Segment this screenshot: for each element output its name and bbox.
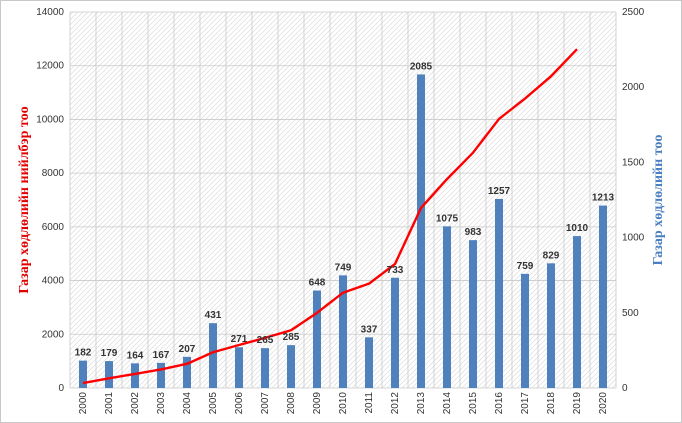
bar-2014 bbox=[443, 226, 451, 388]
bar-2009 bbox=[313, 290, 321, 388]
data-label-2008: 285 bbox=[283, 332, 300, 343]
bar-2018 bbox=[547, 263, 555, 388]
bar-2015 bbox=[469, 240, 477, 388]
bar-2019 bbox=[573, 236, 581, 388]
data-label-2006: 271 bbox=[231, 334, 248, 345]
left-tick-label: 0 bbox=[58, 383, 64, 394]
bar-2007 bbox=[261, 348, 269, 388]
x-tick-label: 2020 bbox=[598, 392, 609, 415]
x-tick-label: 2017 bbox=[520, 392, 531, 415]
x-tick-label: 2004 bbox=[182, 392, 193, 415]
right-tick-label: 500 bbox=[622, 308, 639, 319]
data-label-2016: 1257 bbox=[488, 186, 511, 197]
data-label-2014: 1075 bbox=[436, 213, 459, 224]
left-tick-label: 6000 bbox=[42, 222, 65, 233]
bar-2017 bbox=[521, 273, 529, 388]
bar-2016 bbox=[495, 198, 503, 388]
x-tick-label: 2006 bbox=[234, 392, 245, 415]
data-label-2001: 179 bbox=[101, 348, 118, 359]
data-label-2002: 164 bbox=[127, 350, 144, 361]
data-label-2015: 983 bbox=[465, 227, 482, 238]
right-tick-label: 1500 bbox=[622, 157, 645, 168]
data-label-2010: 749 bbox=[335, 262, 352, 273]
bar-2012 bbox=[391, 277, 399, 388]
x-tick-label: 2015 bbox=[468, 392, 479, 415]
data-label-2005: 431 bbox=[205, 310, 222, 321]
bar-2020 bbox=[599, 205, 607, 388]
bar-2010 bbox=[339, 275, 347, 388]
data-label-2003: 167 bbox=[153, 350, 170, 361]
right-tick-label: 2000 bbox=[622, 82, 645, 93]
x-tick-label: 2008 bbox=[286, 392, 297, 415]
data-label-2019: 1010 bbox=[566, 223, 589, 234]
x-tick-label: 2011 bbox=[364, 392, 375, 414]
right-tick-label: 1000 bbox=[622, 233, 645, 244]
bar-2002 bbox=[131, 363, 139, 388]
right-axis-ticks: 0 500 1000 1500 2000 2500 bbox=[622, 7, 645, 394]
data-label-2017: 759 bbox=[517, 261, 534, 272]
x-tick-label: 2014 bbox=[442, 392, 453, 415]
bar-2001 bbox=[105, 361, 113, 388]
data-label-2020: 1213 bbox=[592, 193, 615, 204]
x-tick-label: 2019 bbox=[572, 392, 583, 415]
left-axis-ticks: 0 2000 4000 6000 8000 10000 12000 14000 bbox=[36, 7, 64, 394]
left-tick-label: 8000 bbox=[42, 168, 65, 179]
data-label-2004: 207 bbox=[179, 344, 196, 355]
x-tick-label: 2010 bbox=[338, 392, 349, 415]
x-tick-label: 2016 bbox=[494, 392, 505, 415]
x-axis-ticks: 2000 2001 2002 2003 2004 2005 2006 2007 2008 2009… bbox=[78, 392, 609, 415]
data-label-2007: 265 bbox=[257, 335, 274, 346]
bar-2003 bbox=[157, 362, 165, 388]
bar-2013 bbox=[417, 74, 425, 388]
x-tick-label: 2000 bbox=[78, 392, 89, 415]
left-axis-label: Газар хөдлөлийн нийлбэр тоо bbox=[17, 106, 32, 293]
data-label-2012: 733 bbox=[387, 265, 404, 276]
x-tick-label: 2003 bbox=[156, 392, 167, 415]
left-tick-label: 4000 bbox=[42, 276, 65, 287]
bar-2004 bbox=[183, 356, 191, 388]
right-tick-label: 0 bbox=[622, 383, 628, 394]
data-label-2018: 829 bbox=[543, 250, 560, 261]
left-tick-label: 10000 bbox=[36, 114, 64, 125]
bar-series bbox=[79, 74, 607, 388]
x-tick-label: 2007 bbox=[260, 392, 271, 415]
x-tick-label: 2012 bbox=[390, 392, 401, 415]
data-label-2000: 182 bbox=[75, 348, 92, 359]
x-tick-label: 2013 bbox=[416, 392, 427, 415]
left-tick-label: 12000 bbox=[36, 61, 64, 72]
left-tick-label: 14000 bbox=[36, 7, 64, 18]
bar-2000 bbox=[79, 360, 87, 388]
bar-2005 bbox=[209, 323, 217, 388]
data-label-2009: 648 bbox=[309, 278, 326, 289]
x-tick-label: 2002 bbox=[130, 392, 141, 415]
data-label-2013: 2085 bbox=[410, 61, 433, 72]
left-tick-label: 2000 bbox=[42, 329, 65, 340]
x-tick-label: 2009 bbox=[312, 392, 323, 415]
bar-2006 bbox=[235, 347, 243, 388]
data-labels: 182 179 164 167 207 431 271 265 285 648 749 337 733 2… bbox=[75, 61, 615, 361]
cumulative-line bbox=[82, 48, 578, 385]
right-axis-label: Газар хөдлөлийн тоо bbox=[651, 135, 666, 266]
bar-2011 bbox=[365, 337, 373, 388]
bar-2008 bbox=[287, 345, 295, 388]
x-tick-label: 2005 bbox=[208, 392, 219, 415]
data-label-2011: 337 bbox=[361, 324, 378, 335]
right-tick-label: 2500 bbox=[622, 7, 645, 18]
line-series bbox=[82, 48, 578, 385]
x-tick-label: 2018 bbox=[546, 392, 557, 415]
x-tick-label: 2001 bbox=[104, 392, 115, 415]
